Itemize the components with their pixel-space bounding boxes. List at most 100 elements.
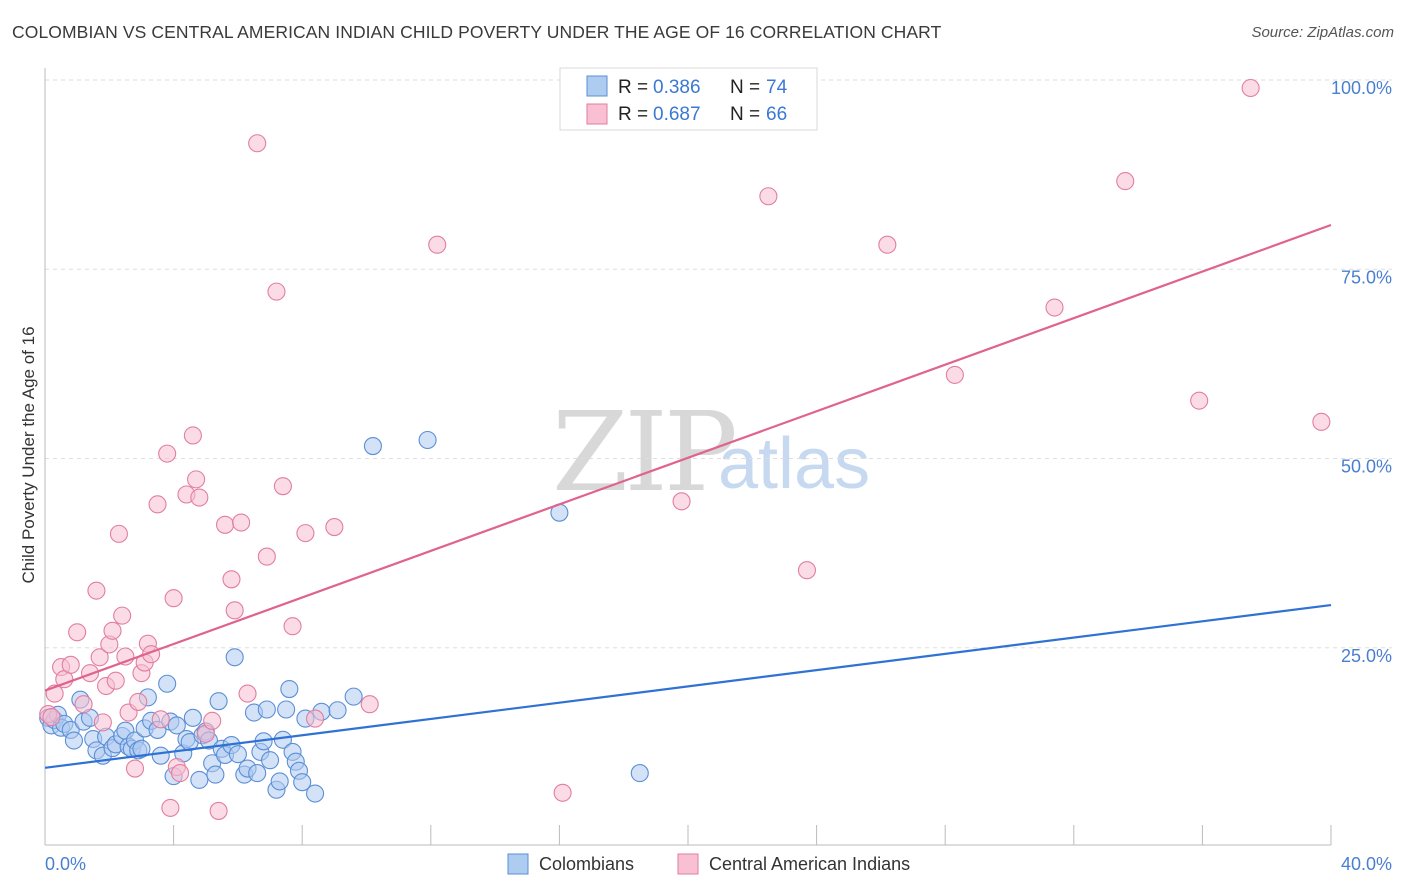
central-american-indians-point (222, 570, 241, 589)
y-tick-75: 75.0% (1341, 267, 1392, 287)
central-american-indians-point (68, 623, 87, 642)
central-american-indians-point (257, 547, 276, 566)
central-american-indians-point (1312, 412, 1331, 431)
central-american-indians-point (428, 235, 447, 254)
colombians-point (228, 745, 247, 764)
colombians-point (151, 746, 170, 765)
chart-title: COLOMBIAN VS CENTRAL AMERICAN INDIAN CHI… (12, 22, 942, 42)
source-credit: Source: ZipAtlas.com (1251, 24, 1394, 41)
legend-swatch-pink (586, 103, 608, 125)
legend-n-value-blue: 74 (766, 77, 788, 98)
central-american-indians-point (203, 711, 222, 730)
colombians-point (257, 700, 276, 719)
colombians-point (183, 708, 202, 727)
trendlines (44, 223, 1332, 769)
y-tick-100: 100.0% (1331, 78, 1392, 98)
central-american-indians-point (759, 187, 778, 206)
correlation-legend: R = 0.386 N = 74 R = 0.687 N = 66 (559, 67, 818, 131)
colombians-trendline (44, 603, 1332, 769)
central-american-indians-point (232, 513, 251, 532)
central-american-indians-point (87, 581, 106, 600)
central-american-indians-point (209, 801, 228, 820)
colombians-point (270, 772, 289, 791)
central-american-indians-trendline (44, 223, 1332, 692)
colombians-point (190, 770, 209, 789)
colombians-point (225, 648, 244, 667)
colombians-point (248, 764, 267, 783)
central-american-indians-point (1190, 391, 1209, 410)
central-american-indians-point (267, 282, 286, 301)
colombians-point (167, 716, 186, 735)
central-american-indians-point (878, 235, 897, 254)
colombians-point (206, 765, 225, 784)
central-american-indians-point (90, 648, 109, 667)
x-tick-marks (44, 825, 1332, 845)
central-american-indians-point (225, 601, 244, 620)
watermark-atlas: atlas (718, 424, 870, 504)
central-american-indians-point (93, 713, 112, 732)
colombians-point (306, 784, 325, 803)
central-american-indians-point (190, 488, 209, 507)
x-tick-max: 40.0% (1341, 854, 1392, 874)
grid (45, 79, 1392, 649)
colombians-point (260, 751, 280, 770)
central-american-indians-point (106, 671, 125, 690)
central-american-indians-point (161, 798, 180, 817)
colombians-point (630, 764, 649, 783)
central-american-indians-point (360, 695, 379, 714)
y-tick-labels: 25.0% 50.0% 75.0% 100.0% (1331, 78, 1392, 666)
colombians-point (344, 687, 363, 706)
central-american-indians-point (164, 589, 183, 608)
central-american-indians-points (39, 78, 1331, 820)
central-american-indians-point (103, 621, 122, 640)
central-american-indians-point (158, 444, 177, 463)
central-american-indians-point (283, 617, 302, 636)
central-american-indians-point (945, 365, 964, 384)
colombians-point (64, 731, 83, 750)
series-label-colombians: Colombians (539, 854, 634, 874)
central-american-indians-point (170, 764, 190, 783)
central-american-indians-point (42, 708, 61, 727)
legend-r-value-pink: 0.687 (653, 104, 701, 125)
central-american-indians-point (672, 492, 691, 511)
central-american-indians-point (296, 524, 315, 543)
colombians-point (293, 773, 312, 792)
central-american-indians-point (151, 710, 170, 729)
y-axis-label: Child Poverty Under the Age of 16 (19, 326, 38, 583)
central-american-indians-point (248, 134, 267, 153)
series-swatch-central-american-indians (677, 853, 699, 875)
central-american-indians-point (553, 783, 572, 802)
central-american-indians-point (129, 692, 148, 711)
colombians-point (158, 674, 177, 693)
legend-r-value-blue: 0.386 (653, 77, 701, 98)
central-american-indians-point (109, 524, 128, 543)
series-swatch-colombians (507, 853, 529, 875)
central-american-indians-point (306, 709, 325, 728)
colombians-point (328, 701, 347, 720)
central-american-indians-point (273, 477, 292, 496)
central-american-indians-point (148, 495, 167, 514)
central-american-indians-point (215, 515, 235, 534)
central-american-indians-point (187, 470, 206, 489)
central-american-indians-point (61, 655, 80, 674)
y-tick-25: 25.0% (1341, 646, 1392, 666)
legend-r-label-pink: R = (618, 104, 648, 125)
central-american-indians-point (238, 684, 257, 703)
central-american-indians-point (1241, 78, 1260, 98)
legend-r-label-blue: R = (618, 77, 648, 98)
central-american-indians-point (797, 561, 817, 580)
colombians-point (209, 692, 228, 711)
central-american-indians-point (325, 518, 344, 537)
legend-n-label-pink: N = (730, 104, 760, 125)
legend-n-label-blue: N = (730, 77, 760, 98)
colombians-point (363, 437, 382, 456)
colombians-point (277, 700, 296, 719)
central-american-indians-point (1045, 298, 1064, 317)
central-american-indians-point (125, 759, 145, 778)
x-tick-min: 0.0% (45, 854, 86, 874)
legend-n-value-pink: 66 (766, 104, 787, 125)
series-label-central-american-indians: Central American Indians (709, 854, 910, 874)
colombians-point (132, 739, 151, 758)
central-american-indians-point (1116, 172, 1135, 191)
